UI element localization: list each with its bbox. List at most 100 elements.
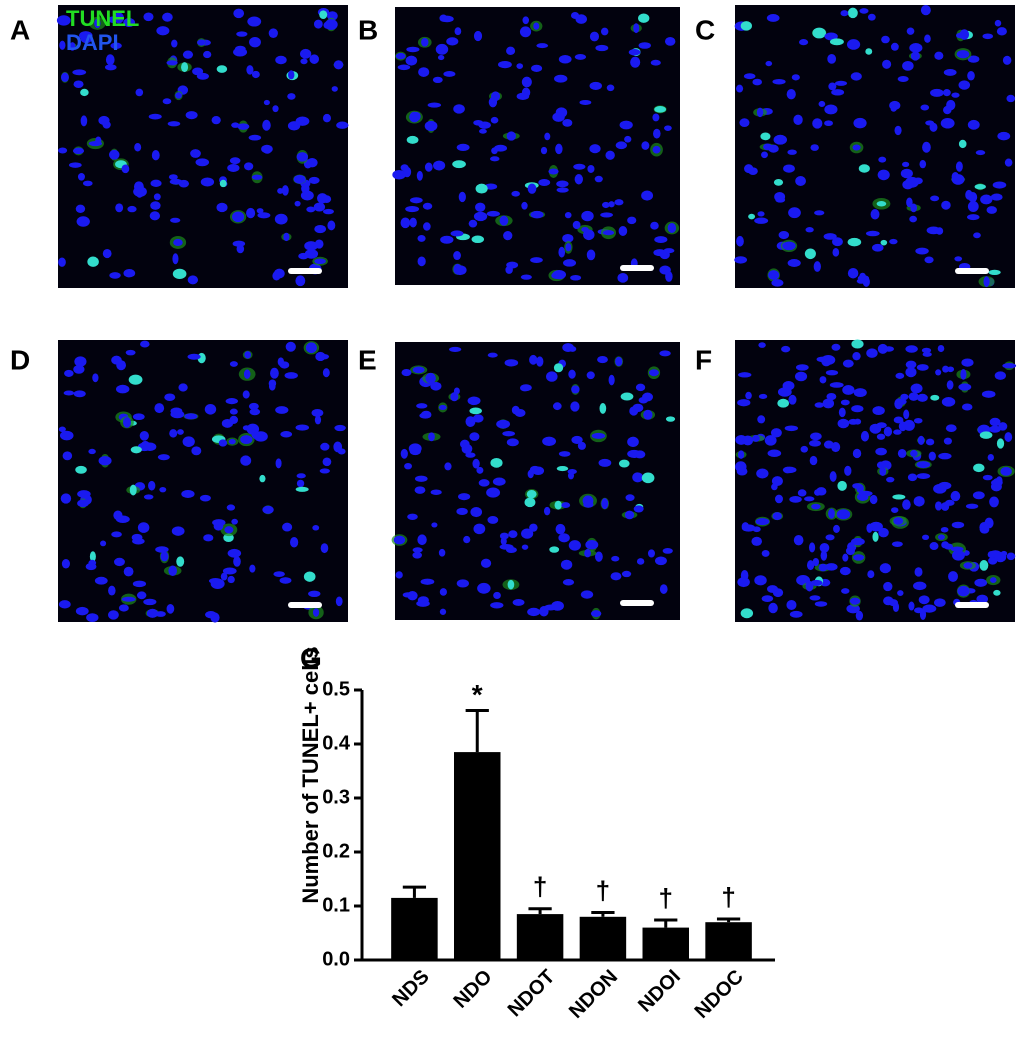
- nucleus: [113, 557, 125, 567]
- nucleus: [543, 506, 551, 516]
- nucleus: [855, 610, 864, 621]
- nucleus: [102, 248, 112, 259]
- nucleus: [867, 13, 876, 21]
- nucleus: [395, 571, 403, 579]
- nucleus: [248, 134, 262, 141]
- nucleus: [909, 43, 923, 53]
- nucleus: [111, 531, 122, 538]
- nucleus: [606, 84, 615, 92]
- nucleus: [952, 550, 965, 561]
- nucleus: [131, 533, 143, 542]
- nucleus: [322, 113, 331, 123]
- nucleus: [788, 207, 801, 219]
- nucleus: [986, 206, 997, 214]
- nucleus: [829, 382, 844, 388]
- nucleus: [233, 8, 245, 19]
- nucleus: [865, 48, 873, 55]
- nucleus: [439, 608, 447, 615]
- nucleus: [169, 178, 183, 185]
- nucleus: [109, 149, 120, 160]
- nucleus: [797, 489, 807, 497]
- nucleus: [229, 157, 241, 165]
- nucleus: [246, 207, 256, 219]
- nucleus: [275, 406, 289, 414]
- nucleus: [654, 556, 667, 566]
- nucleus: [322, 368, 330, 378]
- nucleus: [456, 507, 468, 516]
- nucleus: [967, 214, 980, 221]
- nucleus: [274, 213, 288, 225]
- nucleus: [134, 142, 142, 152]
- nucleus: [458, 493, 471, 501]
- nucleus: [433, 160, 446, 171]
- nucleus: [185, 111, 198, 120]
- nucleus: [897, 76, 909, 83]
- nucleus: [421, 37, 429, 47]
- nucleus: [87, 256, 99, 267]
- nucleus: [869, 494, 878, 505]
- nucleus: [567, 471, 575, 480]
- nucleus: [768, 144, 779, 153]
- nucleus: [756, 107, 764, 118]
- nucleus: [860, 430, 870, 442]
- nucleus: [320, 442, 330, 451]
- nucleus: [477, 582, 491, 594]
- micrograph: [734, 4, 1016, 288]
- nucleus: [178, 383, 188, 392]
- nucleus: [757, 415, 766, 424]
- nucleus: [961, 358, 974, 367]
- nucleus: [852, 448, 862, 459]
- nucleus: [910, 449, 918, 457]
- nucleus: [775, 494, 783, 504]
- nucleus: [296, 473, 306, 479]
- x-tick-label: NDO: [450, 966, 497, 1013]
- nucleus: [737, 399, 751, 407]
- nucleus: [458, 191, 466, 203]
- nucleus: [890, 106, 897, 112]
- nucleus: [79, 31, 93, 41]
- nucleus: [59, 430, 74, 441]
- nucleus: [412, 366, 425, 374]
- nucleus: [589, 144, 601, 154]
- nucleus: [424, 120, 438, 132]
- nucleus: [908, 601, 915, 611]
- nucleus: [268, 382, 276, 391]
- nucleus: [443, 71, 456, 77]
- nucleus: [190, 149, 201, 158]
- nucleus: [934, 51, 944, 60]
- nucleus: [756, 468, 769, 479]
- nucleus: [393, 535, 406, 545]
- nucleus: [579, 99, 592, 105]
- nucleus: [123, 18, 136, 28]
- nucleus: [296, 479, 305, 488]
- nucleus: [210, 578, 225, 590]
- nucleus: [922, 604, 937, 613]
- nucleus: [938, 452, 952, 460]
- nucleus: [842, 385, 855, 395]
- nucleus: [905, 360, 917, 369]
- nucleus: [58, 600, 71, 609]
- nucleus: [334, 424, 346, 432]
- nucleus: [1004, 432, 1013, 442]
- nucleus: [845, 546, 855, 556]
- nucleus: [937, 344, 945, 353]
- nucleus: [989, 496, 999, 508]
- nucleus: [858, 490, 873, 497]
- nucleus: [617, 272, 629, 283]
- nucleus: [846, 39, 861, 50]
- nucleus: [924, 34, 931, 43]
- nucleus: [736, 84, 744, 93]
- nucleus: [572, 220, 581, 230]
- nucleus: [568, 540, 581, 551]
- nucleus: [562, 579, 575, 586]
- nucleus: [449, 346, 462, 352]
- scale-bar: [955, 602, 989, 608]
- bar: [391, 897, 438, 960]
- nucleus: [59, 40, 66, 50]
- nucleus: [319, 468, 330, 474]
- nucleus: [172, 268, 187, 280]
- x-tick-label: NDON: [565, 966, 622, 1023]
- nucleus: [758, 393, 768, 399]
- nucleus: [140, 340, 150, 348]
- nucleus: [895, 372, 905, 379]
